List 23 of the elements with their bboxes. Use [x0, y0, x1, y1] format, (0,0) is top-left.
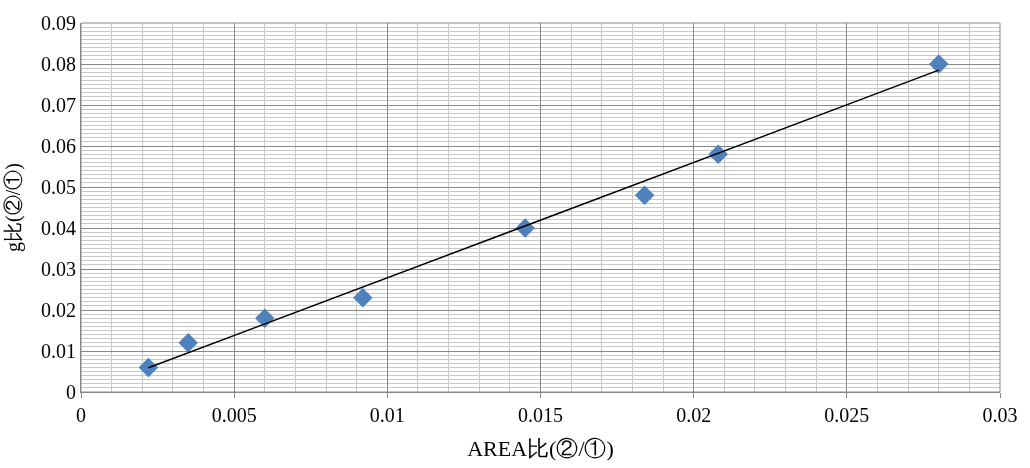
x-axis-title: AREA比(②/①) [467, 435, 614, 461]
point [255, 308, 275, 328]
y-tick-label: 0.01 [41, 340, 76, 362]
y-tick-label: 0.03 [41, 258, 76, 280]
y-axis-title: g比(②/①) [1, 163, 25, 252]
point [178, 333, 198, 353]
x-tick-label: 0.03 [982, 404, 1018, 426]
point [634, 185, 655, 205]
y-tick-label: 0 [66, 381, 76, 403]
y-tick-label: 0.07 [41, 94, 76, 116]
y-tick-label: 0.04 [41, 217, 76, 239]
x-tick-label: 0.01 [369, 404, 405, 426]
y-tick-label: 0.06 [41, 135, 76, 157]
x-tick-label: 0.025 [824, 404, 870, 426]
y-tick-label: 0.02 [41, 299, 76, 321]
y-tick-label: 0.08 [41, 53, 76, 75]
point [928, 54, 949, 74]
x-tick-label: 0.02 [676, 404, 712, 426]
x-tick-label: 0.015 [518, 404, 563, 426]
x-tick-label: 0.005 [211, 404, 257, 426]
point [353, 287, 373, 308]
y-tick-label: 0.05 [41, 176, 76, 198]
y-tick-label: 0.09 [41, 12, 76, 34]
